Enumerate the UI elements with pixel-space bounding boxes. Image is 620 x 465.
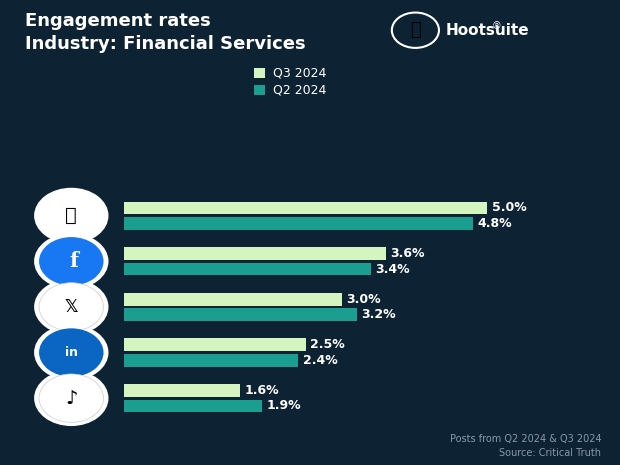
Text: ®: ®: [492, 21, 502, 32]
Bar: [124, 308, 356, 321]
Text: 4.8%: 4.8%: [477, 217, 512, 230]
Text: Engagement rates: Engagement rates: [25, 12, 211, 30]
Bar: [124, 384, 241, 397]
Bar: [124, 247, 386, 260]
Text: Q3 2024: Q3 2024: [273, 66, 326, 80]
Bar: [124, 201, 487, 214]
Bar: [124, 217, 473, 230]
Bar: [124, 354, 298, 367]
Bar: [124, 399, 262, 412]
Bar: [124, 263, 371, 275]
Text: Industry: Financial Services: Industry: Financial Services: [25, 35, 306, 53]
Text: 𝕏: 𝕏: [64, 298, 78, 316]
Text: 5.0%: 5.0%: [492, 201, 526, 214]
Text: 1.6%: 1.6%: [245, 384, 279, 397]
Text: 1.9%: 1.9%: [267, 399, 301, 412]
Text: in: in: [65, 346, 78, 359]
Text: 2.4%: 2.4%: [303, 354, 337, 367]
Text: 📷: 📷: [66, 206, 77, 225]
Bar: [124, 339, 306, 351]
Text: 3.4%: 3.4%: [376, 263, 410, 276]
Text: 3.0%: 3.0%: [347, 292, 381, 306]
Text: 3.6%: 3.6%: [390, 247, 425, 260]
Text: 3.2%: 3.2%: [361, 308, 396, 321]
Text: f: f: [69, 251, 78, 271]
Text: 🦉: 🦉: [410, 21, 421, 39]
Bar: [124, 293, 342, 306]
Text: Posts from Q2 2024 & Q3 2024: Posts from Q2 2024 & Q3 2024: [450, 434, 601, 445]
Text: Hootsuite: Hootsuite: [445, 23, 529, 38]
Text: Q2 2024: Q2 2024: [273, 83, 326, 96]
Text: ♪: ♪: [65, 389, 78, 408]
Text: Source: Critical Truth: Source: Critical Truth: [499, 448, 601, 458]
Text: 2.5%: 2.5%: [310, 338, 345, 351]
